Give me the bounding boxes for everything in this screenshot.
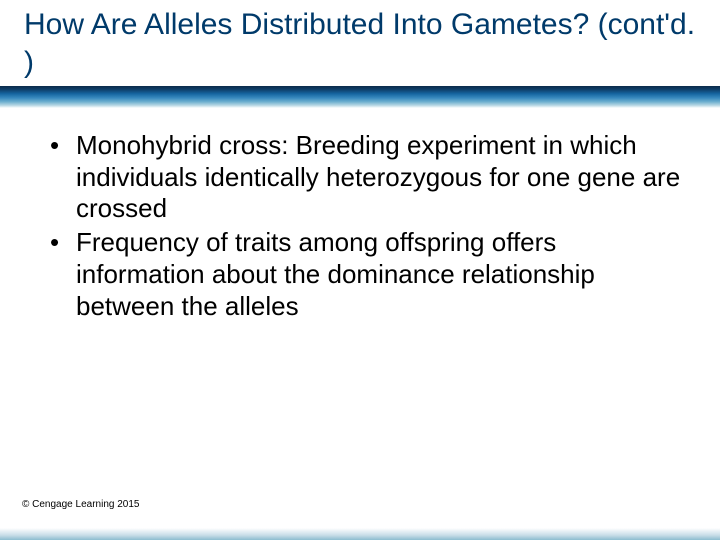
body-area: Monohybrid cross: Breeding experiment in… xyxy=(0,130,720,324)
list-item: Frequency of traits among offspring offe… xyxy=(48,227,690,322)
list-item: Monohybrid cross: Breeding experiment in… xyxy=(48,130,690,225)
bottom-gradient-band xyxy=(0,528,720,540)
bullet-list: Monohybrid cross: Breeding experiment in… xyxy=(48,130,690,322)
title-underline-gradient xyxy=(0,86,720,108)
title-area: How Are Alleles Distributed Into Gametes… xyxy=(0,0,720,100)
copyright-text: © Cengage Learning 2015 xyxy=(22,499,139,510)
slide-title: How Are Alleles Distributed Into Gametes… xyxy=(24,6,700,81)
